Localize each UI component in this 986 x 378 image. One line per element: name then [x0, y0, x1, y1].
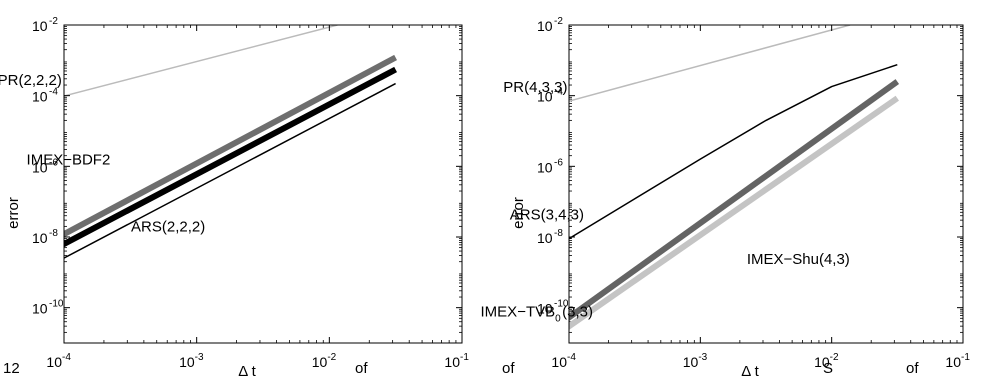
series-line [569, 63, 898, 240]
x-tick-exponent: -3 [195, 352, 204, 363]
y-tick-label: 10 [32, 230, 48, 246]
x-tick-label: 10 [444, 354, 460, 370]
annotation-subscript: 0 [555, 314, 561, 325]
series-line [569, 95, 900, 330]
series-line [64, 82, 396, 259]
y-tick-exponent: -6 [49, 157, 58, 168]
series-line [569, 79, 900, 322]
x-axis-label: Δ t [741, 363, 759, 378]
caption-fragment: S [823, 360, 833, 377]
series-annotation: ARS(3,4,3) [510, 207, 584, 224]
y-tick-label: 10 [537, 230, 553, 246]
caption-fragment: of [906, 360, 919, 377]
plot-frame [568, 24, 964, 344]
x-tick-label: 10 [551, 354, 567, 370]
caption-fragment: of [355, 360, 368, 377]
x-tick-exponent: -2 [327, 352, 336, 363]
caption-fragments: 12 of of S of [3, 360, 919, 377]
x-tick-exponent: -4 [567, 352, 576, 363]
y-tick-exponent: -2 [554, 16, 563, 27]
series-group [64, 25, 398, 259]
y-tick-exponent: -10 [554, 299, 569, 310]
series-line [64, 54, 398, 238]
x-tick-label: 10 [814, 354, 830, 370]
x-tick-label: 10 [179, 354, 195, 370]
minor-ticks [64, 25, 462, 343]
y-tick-exponent: -8 [49, 228, 58, 239]
series-annotation: IMEX−BDF2 [27, 152, 111, 169]
series-annotation: IMEX−TVB 0 (3,3) [481, 304, 593, 325]
x-tick-label: 10 [46, 354, 62, 370]
caption-fragment: 12 [3, 360, 20, 377]
series-annotation: PR(2,2,2) [0, 72, 62, 89]
series-line [64, 66, 397, 248]
annotation-text: (3,3) [562, 304, 593, 321]
annotation-text: IMEX−TVB [481, 304, 556, 321]
series-annotation: ARS(2,2,2) [131, 219, 205, 236]
y-tick-label: 10 [32, 89, 48, 105]
y-tick-label: 10 [537, 159, 553, 175]
y-tick-exponent: -10 [49, 299, 64, 310]
x-tick-label: 10 [683, 354, 699, 370]
series-group [569, 25, 900, 330]
series-annotation: PR(4,3,3) [503, 79, 567, 96]
y-tick-label: 10 [537, 18, 553, 34]
series-line [569, 25, 851, 102]
x-tick-exponent: -1 [961, 352, 970, 363]
minor-ticks [569, 25, 963, 343]
y-axis-label: error [5, 197, 22, 229]
series-line [64, 25, 338, 97]
y-tick-exponent: -6 [554, 157, 563, 168]
x-tick-exponent: -1 [460, 352, 469, 363]
y-tick-exponent: -2 [49, 16, 58, 27]
y-axis-label: error [510, 197, 527, 229]
x-tick-exponent: -4 [62, 352, 71, 363]
x-tick-exponent: -3 [698, 352, 707, 363]
series-annotation: IMEX−Shu(4,3) [747, 251, 850, 268]
y-tick-exponent: -4 [554, 87, 563, 98]
y-tick-exponent: -4 [49, 87, 58, 98]
x-tick-label: 10 [945, 354, 961, 370]
y-tick-label: 10 [32, 159, 48, 175]
y-tick-label: 10 [32, 18, 48, 34]
y-tick-label: 10 [537, 301, 553, 317]
y-tick-label: 10 [537, 89, 553, 105]
x-tick-exponent: -2 [830, 352, 839, 363]
plot-frame [63, 24, 463, 344]
y-tick-exponent: -8 [554, 228, 563, 239]
y-tick-label: 10 [32, 301, 48, 317]
caption-fragment: of [502, 360, 515, 377]
x-axis-label: Δ t [238, 363, 256, 378]
x-tick-label: 10 [312, 354, 328, 370]
